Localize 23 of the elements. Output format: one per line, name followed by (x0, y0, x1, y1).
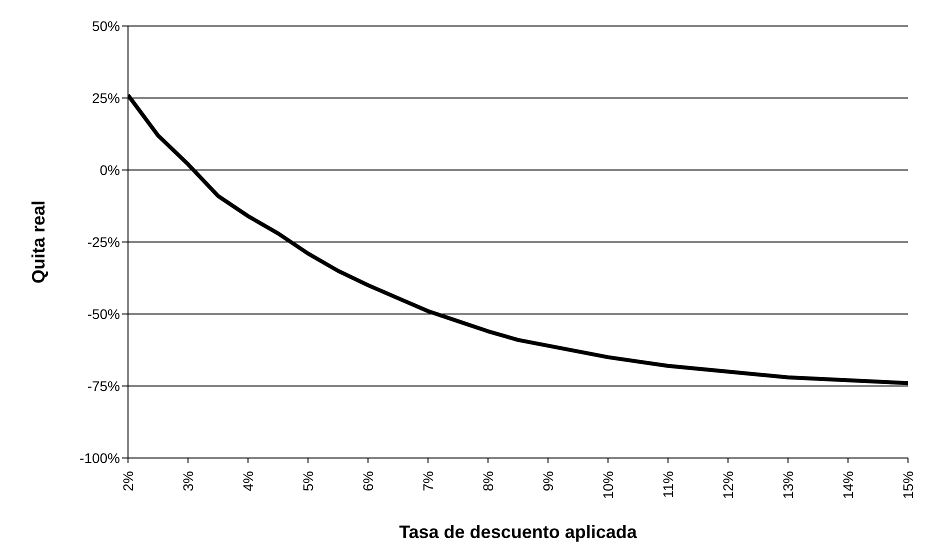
x-tick-label: 14% (840, 471, 856, 500)
x-tick-label: 11% (660, 471, 676, 498)
y-tick-label: 50% (92, 18, 120, 34)
y-tick-label: -100% (80, 450, 120, 466)
y-tick-label: -75% (87, 378, 120, 394)
x-tick-label: 8% (480, 471, 496, 492)
x-tick-label: 5% (300, 471, 316, 492)
x-tick-label: 4% (240, 471, 256, 492)
x-tick-label: 9% (540, 471, 556, 492)
x-tick-label: 13% (780, 471, 796, 500)
x-tick-label: 3% (180, 471, 196, 492)
x-axis-title: Tasa de descuento aplicada (399, 522, 638, 542)
y-tick-label: 25% (92, 90, 120, 106)
y-tick-label: 0% (100, 162, 120, 178)
x-tick-label: 10% (600, 471, 616, 500)
y-tick-label: -25% (87, 234, 120, 250)
x-tick-label: 15% (900, 471, 916, 500)
x-tick-label: 12% (720, 471, 736, 500)
x-tick-label: 6% (360, 471, 376, 492)
x-tick-label: 7% (420, 471, 436, 492)
x-tick-label: 2% (120, 471, 136, 492)
y-axis-title: Quita real (28, 200, 48, 284)
y-tick-label: -50% (87, 306, 120, 322)
